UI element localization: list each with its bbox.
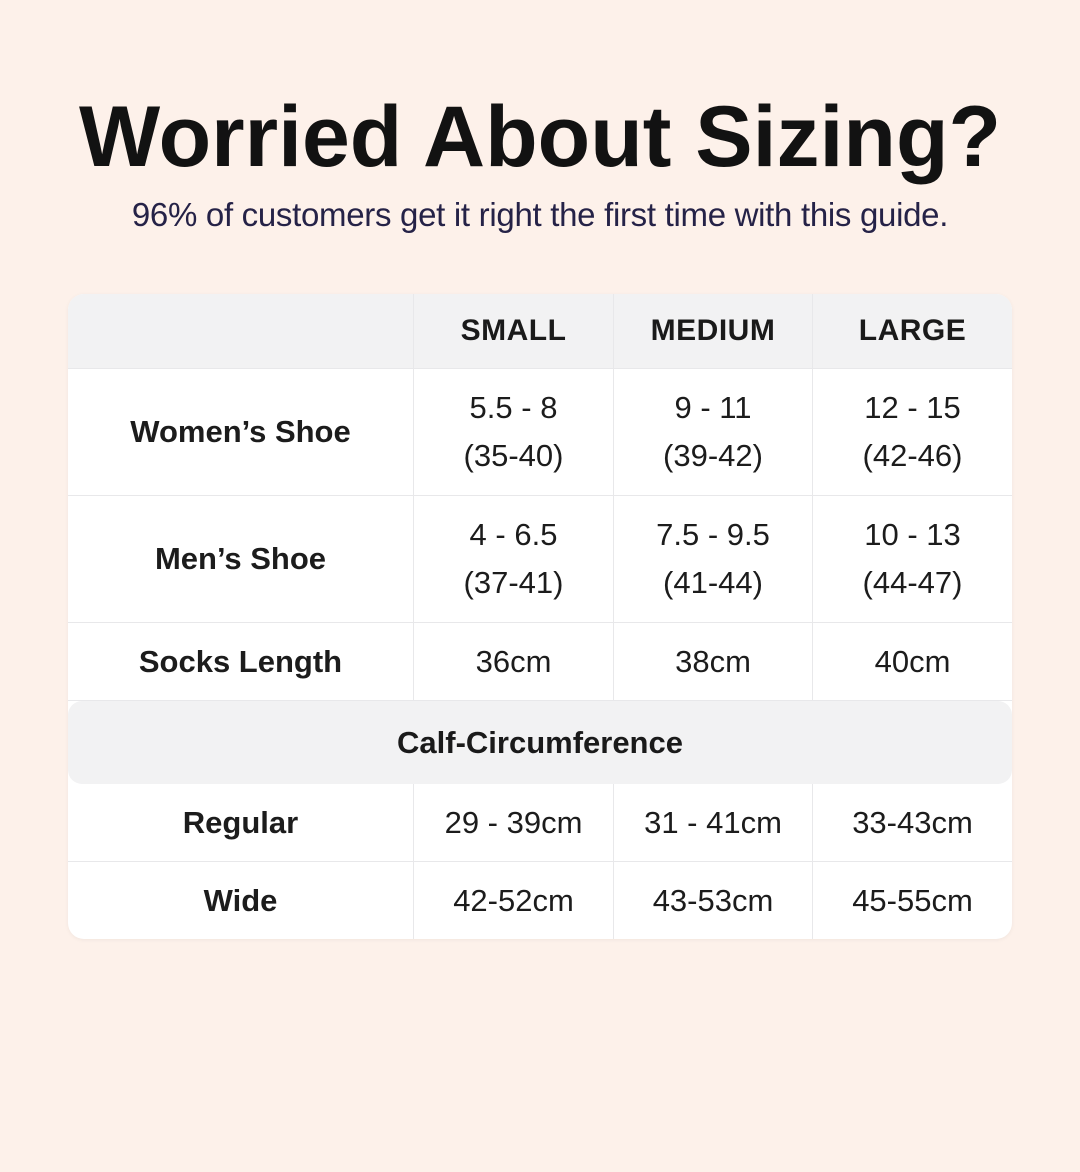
cell-line-2: (42-46) (862, 438, 963, 474)
cell-womens-large: 12 - 15 (42-46) (812, 369, 1012, 497)
cell-wide-large: 45-55cm (812, 862, 1012, 940)
header-cell-medium: MEDIUM (613, 294, 812, 370)
cell-mens-medium: 7.5 - 9.5 (41-44) (613, 496, 812, 624)
cell-womens-small: 5.5 - 8 (35-40) (413, 369, 613, 497)
size-guide-table: SMALL MEDIUM LARGE Women’s Shoe 5.5 - 8 … (68, 294, 1012, 940)
cell-line-1: 5.5 - 8 (469, 390, 558, 426)
row-label: Regular (68, 784, 413, 863)
page: Worried About Sizing? 96% of customers g… (0, 92, 1080, 1172)
cell-line-2: (41-44) (663, 565, 763, 601)
cell-wide-small: 42-52cm (413, 862, 613, 940)
table-row-socks-length: Socks Length 36cm 38cm 40cm (68, 623, 1012, 702)
cell-line-1: 7.5 - 9.5 (656, 517, 770, 553)
cell-line-1: 10 - 13 (864, 517, 961, 553)
table-row-regular: Regular 29 - 39cm 31 - 41cm 33-43cm (68, 784, 1012, 863)
row-label: Women’s Shoe (68, 369, 413, 497)
cell-line-1: 12 - 15 (864, 390, 961, 426)
row-label: Wide (203, 882, 278, 918)
table-section-calf-circumference: Calf-Circumference (68, 701, 1012, 785)
cell-regular-large: 33-43cm (812, 784, 1012, 863)
cell-mens-small: 4 - 6.5 (37-41) (413, 496, 613, 624)
cell-womens-medium: 9 - 11 (39-42) (613, 369, 812, 497)
cell-line-2: (39-42) (663, 438, 763, 474)
header-cell-small: SMALL (413, 294, 613, 370)
header-cell-empty (68, 294, 413, 370)
cell-socks-large: 40cm (812, 623, 1012, 702)
row-label: Men’s Shoe (68, 496, 413, 624)
cell-line-1: 9 - 11 (674, 390, 752, 426)
cell-regular-small: 29 - 39cm (413, 784, 613, 863)
cell-mens-large: 10 - 13 (44-47) (812, 496, 1012, 624)
cell-regular-medium: 31 - 41cm (613, 784, 812, 863)
row-label: Socks Length (68, 623, 413, 702)
cell-socks-medium: 38cm (613, 623, 812, 702)
cell-line-2: (44-47) (862, 565, 963, 601)
table-header-row: SMALL MEDIUM LARGE (68, 294, 1012, 370)
table-row-womens-shoe: Women’s Shoe 5.5 - 8 (35-40) 9 - 11 (39-… (68, 369, 1012, 497)
cell-line-1: 4 - 6.5 (469, 517, 558, 553)
table-row-wide: Wide 42-52cm 43-53cm 45-55cm (68, 862, 1012, 940)
cell-wide-medium: 43-53cm (613, 862, 812, 940)
cell-socks-small: 36cm (413, 623, 613, 702)
cell-line-2: (35-40) (463, 438, 564, 474)
section-header-label: Calf-Circumference (397, 724, 683, 760)
header-cell-large: LARGE (812, 294, 1012, 370)
page-subtitle: 96% of customers get it right the first … (131, 196, 949, 234)
page-title: Worried About Sizing? (78, 89, 1002, 185)
table-row-mens-shoe: Men’s Shoe 4 - 6.5 (37-41) 7.5 - 9.5 (41… (68, 496, 1012, 624)
cell-line-2: (37-41) (463, 565, 564, 601)
